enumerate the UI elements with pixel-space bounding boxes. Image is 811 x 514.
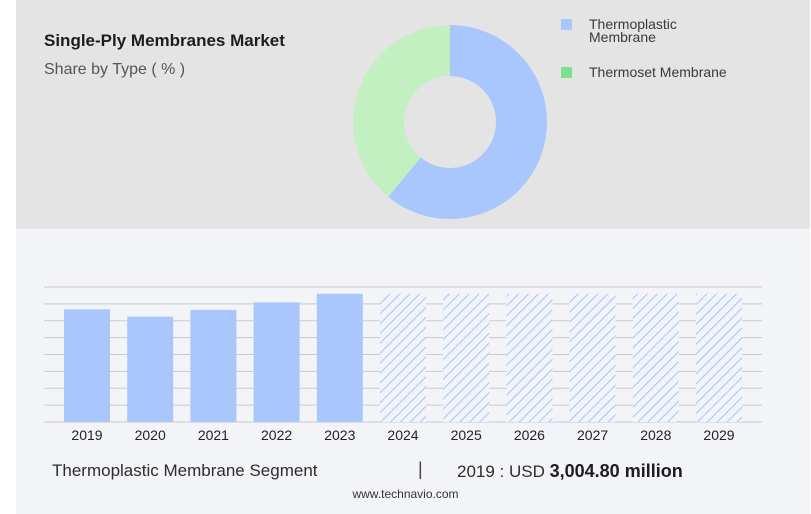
bar-2019 bbox=[64, 309, 110, 422]
forecast-bar-2026 bbox=[506, 293, 553, 422]
chart-title: Single-Ply Membranes Market bbox=[44, 31, 285, 50]
bar-2021 bbox=[190, 309, 237, 422]
forecast-bar-2025 bbox=[443, 293, 490, 422]
legend-swatch-thermoset bbox=[561, 67, 572, 78]
legend-label-thermoset: Thermoset Membrane bbox=[589, 64, 727, 80]
x-tick-label: 2026 bbox=[514, 427, 545, 443]
footer-source: www.technavio.com bbox=[352, 487, 459, 501]
x-tick-label: 2019 bbox=[71, 427, 102, 443]
footer-divider: | bbox=[418, 459, 423, 479]
donut-slice-thermoset-membrane bbox=[353, 25, 450, 197]
x-tick-label: 2027 bbox=[577, 427, 608, 443]
legend-label-thermoplastic: Thermoplastic Membrane bbox=[589, 16, 789, 45]
forecast-bar-2027 bbox=[569, 293, 616, 422]
x-tick-label: 2029 bbox=[703, 427, 734, 443]
footer-segment: Thermoplastic Membrane Segment bbox=[52, 461, 318, 480]
legend-swatch-thermoplastic bbox=[561, 19, 572, 30]
bar-2023 bbox=[316, 293, 363, 422]
x-tick-label: 2024 bbox=[387, 427, 418, 443]
x-tick-label: 2021 bbox=[198, 427, 229, 443]
legend-label-line1: Thermoplastic bbox=[589, 16, 677, 32]
footer-value-amount: 3,004.80 million bbox=[549, 461, 683, 481]
forecast-bar-2024 bbox=[380, 293, 426, 422]
x-tick-label: 2022 bbox=[261, 427, 292, 443]
donut-chart bbox=[353, 25, 547, 220]
forecast-bar-2028 bbox=[632, 293, 679, 422]
chart-subtitle: Share by Type ( % ) bbox=[44, 61, 186, 78]
donut-slice-thermoplastic-membrane bbox=[388, 25, 547, 220]
footer-year-prefix: 2019 : USD bbox=[457, 462, 545, 481]
bar-2020 bbox=[127, 316, 174, 422]
footer-value: 2019 : USD 3,004.80 million bbox=[457, 461, 683, 482]
legend-label-line2: Membrane bbox=[589, 29, 656, 45]
bar-2022 bbox=[253, 302, 300, 422]
x-tick-label: 2025 bbox=[451, 427, 482, 443]
x-tick-label: 2023 bbox=[324, 427, 355, 443]
forecast-bar-2029 bbox=[696, 293, 742, 422]
x-tick-label: 2020 bbox=[135, 427, 166, 443]
x-tick-label: 2028 bbox=[640, 427, 671, 443]
